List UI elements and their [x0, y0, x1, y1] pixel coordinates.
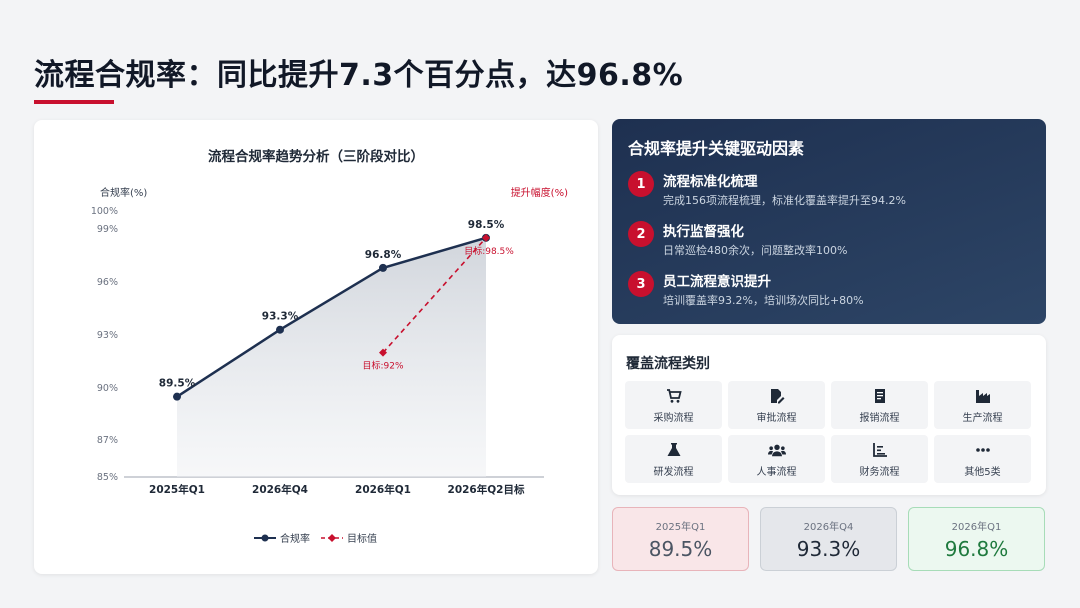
y-tick-label: 100% [91, 206, 118, 217]
driver-description: 完成156项流程梳理，标准化覆盖率提升至94.2% [663, 194, 906, 207]
y-tick-label: 87% [97, 435, 118, 446]
driver-description: 日常巡检480余次，问题整改率100% [663, 244, 848, 257]
category-label: 报销流程 [859, 412, 900, 424]
stat-card-2026q4: 2026年Q4 93.3% [760, 507, 897, 571]
compliance-trend-chart: 流程合规率趋势分析（三阶段对比） 合规率(%) 提升幅度(%) 85% 87% 90% 93… [91, 148, 568, 545]
legend-marker-target [328, 534, 336, 542]
category-item-production[interactable]: 生产流程 [934, 381, 1031, 429]
series-line-target [382, 237, 487, 354]
data-label: 93.3% [262, 311, 299, 323]
target-point [482, 233, 490, 242]
driver-title: 流程标准化梳理 [663, 174, 758, 190]
y2-axis-label: 提升幅度(%) [511, 186, 568, 199]
area-fill [177, 237, 486, 477]
category-title: 覆盖流程类别 [626, 356, 710, 372]
data-label: 98.5% [468, 219, 505, 231]
y-tick-label: 93% [97, 330, 118, 341]
category-item-hr[interactable]: 人事流程 [728, 435, 825, 483]
category-item-approval[interactable]: 审批流程 [728, 381, 825, 429]
driver-description: 培训覆盖率93.2%，培训场次同比+80% [663, 294, 864, 307]
x-tick-label: 2026年Q4 [252, 483, 308, 496]
x-tick-label: 2026年Q2目标 [448, 483, 525, 496]
cart-icon [665, 387, 683, 405]
category-label: 人事流程 [756, 466, 797, 478]
category-item-other[interactable]: 其他5类 [934, 435, 1031, 483]
receipt-icon [871, 387, 889, 405]
y-tick-label: 99% [97, 224, 118, 235]
category-label: 审批流程 [756, 412, 797, 424]
data-point [276, 325, 284, 334]
stat-label: 2026年Q1 [951, 521, 1002, 533]
data-label: 89.5% [159, 378, 196, 390]
data-point [173, 392, 181, 401]
category-item-reimbursement[interactable]: 报销流程 [831, 381, 928, 429]
legend-label: 合规率 [280, 532, 310, 545]
title-underline [34, 100, 114, 104]
data-label: 96.8% [365, 249, 402, 261]
file-signature-icon [768, 387, 786, 405]
chart-icon [871, 441, 889, 459]
data-point [379, 263, 387, 272]
category-label: 采购流程 [653, 412, 694, 424]
category-item-rnd[interactable]: 研发流程 [625, 435, 722, 483]
category-label: 财务流程 [859, 466, 900, 478]
more-icon [974, 441, 992, 459]
industry-icon [974, 387, 992, 405]
stat-card-2025q1: 2025年Q1 89.5% [612, 507, 749, 571]
stat-label: 2025年Q1 [655, 521, 706, 533]
legend-marker-compliance [261, 534, 269, 542]
target-label: 目标:98.5% [464, 245, 514, 257]
page-title: 流程合规率：同比提升7.3个百分点，达96.8% [34, 58, 684, 93]
stat-value: 89.5% [648, 536, 713, 561]
stat-value: 96.8% [944, 536, 1009, 561]
category-grid: 采购流程 审批流程 报销流程 生产流程 研发流程 [625, 381, 1033, 483]
category-label: 研发流程 [653, 466, 694, 478]
stat-label: 2026年Q4 [803, 521, 854, 533]
drivers-title: 合规率提升关键驱动因素 [628, 139, 805, 158]
category-label: 生产流程 [962, 412, 1003, 424]
target-label: 目标:92% [362, 360, 403, 372]
chart-title: 流程合规率趋势分析（三阶段对比） [208, 148, 424, 165]
process-category-card: 覆盖流程类别 采购流程 审批流程 报销流程 生产流程 [612, 335, 1046, 495]
y-tick-label: 90% [97, 383, 118, 394]
category-label: 其他5类 [964, 466, 1001, 478]
y-tick-label: 96% [97, 277, 118, 288]
driver-title: 执行监督强化 [663, 224, 744, 240]
driver-number-badge: 2 [628, 221, 654, 247]
driver-number-badge: 1 [628, 171, 654, 197]
drivers-card: 合规率提升关键驱动因素 1 流程标准化梳理 完成156项流程梳理，标准化覆盖率提… [612, 119, 1046, 324]
category-item-finance[interactable]: 财务流程 [831, 435, 928, 483]
x-tick-label: 2026年Q1 [355, 483, 411, 496]
driver-number-badge: 3 [628, 271, 654, 297]
target-point [379, 348, 387, 357]
stat-card-2026q1: 2026年Q1 96.8% [908, 507, 1045, 571]
x-tick-label: 2025年Q1 [149, 483, 205, 496]
y-tick-label: 85% [97, 472, 118, 483]
stat-value: 93.3% [796, 536, 861, 561]
series-line-compliance [176, 236, 487, 398]
legend-label: 目标值 [347, 532, 377, 545]
category-item-purchase[interactable]: 采购流程 [625, 381, 722, 429]
users-icon [767, 441, 786, 459]
driver-title: 员工流程意识提升 [663, 274, 771, 290]
chart-card: 流程合规率趋势分析（三阶段对比） 合规率(%) 提升幅度(%) 85% 87% 90% 93… [34, 120, 598, 574]
flask-icon [665, 441, 683, 459]
y-axis-label: 合规率(%) [100, 186, 147, 199]
